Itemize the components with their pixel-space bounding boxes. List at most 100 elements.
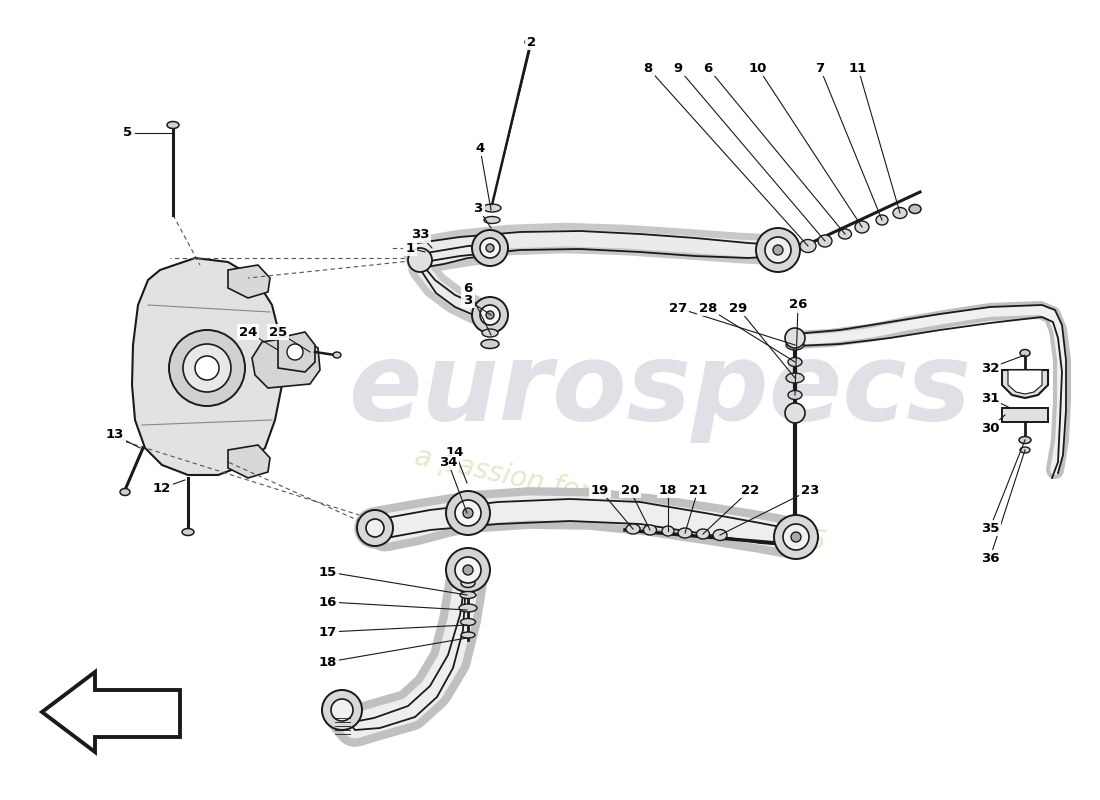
Text: 6: 6 [703,62,713,74]
Text: 7: 7 [815,62,825,74]
Circle shape [785,328,805,348]
Ellipse shape [788,358,802,366]
Text: 27: 27 [669,302,688,314]
Text: a passion for parts since 1985: a passion for parts since 1985 [411,442,828,558]
Text: 1: 1 [406,242,415,254]
Text: 23: 23 [801,483,820,497]
Ellipse shape [644,525,657,535]
Polygon shape [42,672,180,752]
Circle shape [358,510,393,546]
Ellipse shape [786,340,804,350]
Circle shape [472,230,508,266]
Circle shape [785,403,805,423]
Ellipse shape [460,591,476,598]
Ellipse shape [786,407,804,417]
Circle shape [463,508,473,518]
Text: eurospecs: eurospecs [349,337,971,443]
Text: 2: 2 [527,35,537,49]
Text: 35: 35 [981,522,999,534]
Polygon shape [278,332,315,372]
Circle shape [480,305,501,325]
Text: 9: 9 [673,62,683,74]
Circle shape [455,500,481,526]
Polygon shape [228,445,270,478]
Circle shape [455,557,481,583]
Circle shape [195,356,219,380]
Text: 33: 33 [410,229,429,242]
Ellipse shape [182,529,194,535]
Circle shape [756,228,800,272]
Circle shape [287,344,303,360]
Ellipse shape [481,339,499,349]
Circle shape [783,524,808,550]
Text: 34: 34 [439,455,458,469]
Text: 3: 3 [473,202,483,214]
Text: 20: 20 [620,483,639,497]
Text: 28: 28 [698,302,717,314]
Polygon shape [228,265,270,298]
Circle shape [366,519,384,537]
Circle shape [463,565,473,575]
Circle shape [183,344,231,392]
Ellipse shape [876,215,888,225]
Text: 29: 29 [729,302,747,314]
Text: 4: 4 [475,142,485,154]
Ellipse shape [818,235,832,247]
Ellipse shape [909,205,921,214]
Polygon shape [1002,408,1048,422]
Ellipse shape [1019,437,1031,443]
Text: 14: 14 [446,446,464,458]
Text: 11: 11 [849,62,867,74]
Ellipse shape [786,373,804,383]
Ellipse shape [120,489,130,495]
Circle shape [764,237,791,263]
Ellipse shape [713,530,727,541]
Text: 21: 21 [689,483,707,497]
Polygon shape [1002,370,1048,398]
Text: 30: 30 [981,422,999,434]
Circle shape [480,238,501,258]
Text: 10: 10 [749,62,767,74]
Circle shape [408,248,432,272]
Ellipse shape [459,604,477,612]
Text: 24: 24 [239,326,257,338]
Circle shape [446,548,490,592]
Circle shape [331,699,353,721]
Ellipse shape [696,529,710,539]
Circle shape [773,245,783,255]
Polygon shape [252,336,320,388]
Text: 15: 15 [319,566,337,578]
Ellipse shape [1020,447,1030,453]
Ellipse shape [800,239,816,253]
Ellipse shape [788,390,802,399]
Text: 26: 26 [789,298,807,311]
Text: 32: 32 [981,362,999,374]
Circle shape [791,532,801,542]
Ellipse shape [678,528,692,538]
Circle shape [322,690,362,730]
Ellipse shape [461,632,475,638]
Ellipse shape [855,221,869,233]
Circle shape [486,311,494,319]
Text: 22: 22 [741,483,759,497]
Text: 25: 25 [268,326,287,338]
Ellipse shape [525,38,535,46]
Text: 17: 17 [319,626,337,638]
Polygon shape [1008,370,1042,394]
Ellipse shape [333,352,341,358]
Text: 13: 13 [106,429,124,442]
Text: 16: 16 [319,595,338,609]
Text: 3: 3 [463,294,473,306]
Text: 6: 6 [463,282,473,294]
Text: 18: 18 [659,483,678,497]
Ellipse shape [167,122,179,129]
Ellipse shape [461,578,475,587]
Circle shape [446,491,490,535]
Text: 8: 8 [644,62,652,74]
Ellipse shape [662,526,674,536]
Text: 36: 36 [981,551,999,565]
Text: 12: 12 [153,482,172,494]
Ellipse shape [482,329,498,337]
Text: 5: 5 [123,126,133,139]
Polygon shape [132,258,282,475]
